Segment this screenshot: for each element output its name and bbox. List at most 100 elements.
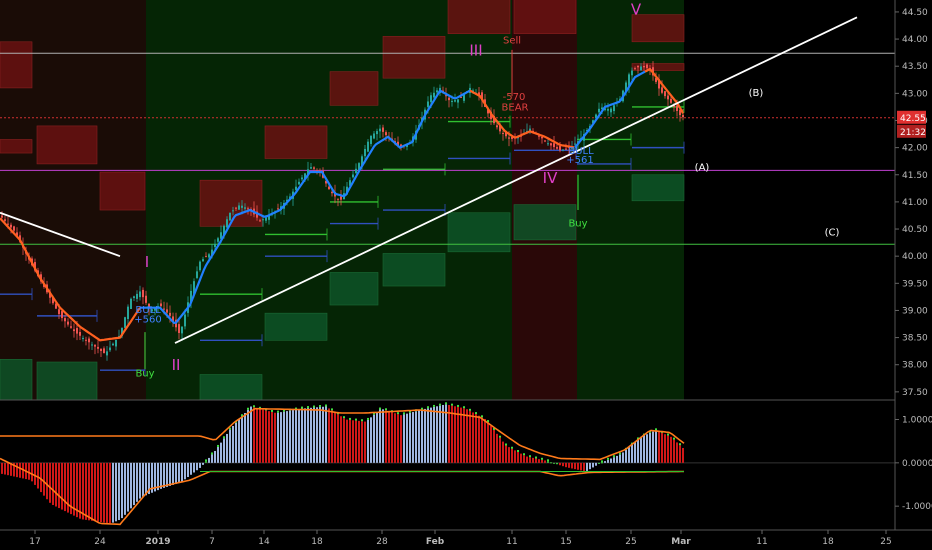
oscillator-bar xyxy=(79,462,81,519)
candle-body xyxy=(517,137,519,139)
wave-label: V xyxy=(631,1,642,19)
oscillator-bar-cap xyxy=(523,453,525,456)
oscillator-bar xyxy=(388,411,390,463)
oscillator-bar xyxy=(283,411,285,463)
candle-body xyxy=(205,256,207,258)
oscillator-bar xyxy=(439,405,441,463)
oscillator-bar xyxy=(433,406,435,463)
supply-zone xyxy=(0,139,33,154)
oscillator-bar xyxy=(532,457,534,463)
oscillator-bar xyxy=(442,404,444,463)
time-tick-label: 14 xyxy=(258,537,270,547)
time-axis[interactable]: 17 24 2019 7 14 18 28 Feb 11 15 25 Mar 11 18 25 xyxy=(29,530,892,547)
candle-body xyxy=(481,92,483,101)
candle-body xyxy=(196,271,198,278)
candle-body xyxy=(127,306,129,319)
candle-body xyxy=(478,92,480,96)
oscillator-bar xyxy=(115,462,117,522)
candle-body xyxy=(121,327,123,337)
oscillator-bar xyxy=(112,462,114,523)
oscillator-bar xyxy=(643,435,645,463)
oscillator-bar xyxy=(181,462,183,482)
candle-body xyxy=(661,87,663,93)
oscillator-bar xyxy=(355,420,357,463)
oscillator-bar xyxy=(325,406,327,463)
oscillator-bar xyxy=(166,462,168,487)
oscillator-bar xyxy=(616,455,618,463)
oscillator-bar-cap xyxy=(547,459,549,462)
oscillator-bar-cap xyxy=(541,457,543,460)
time-tick-label: 28 xyxy=(376,537,388,547)
candle-body xyxy=(331,191,333,194)
oscillator-bar xyxy=(328,408,330,463)
oscillator-bar-cap xyxy=(505,443,507,446)
oscillator-bar xyxy=(430,407,432,463)
oscillator-bar xyxy=(394,413,396,463)
oscillator-bar xyxy=(361,421,363,463)
demand-zone xyxy=(513,204,577,241)
candle-body xyxy=(97,346,99,349)
candle-body xyxy=(76,328,78,334)
oscillator-bar-cap xyxy=(475,412,477,415)
oscillator-bar xyxy=(157,462,159,491)
oscillator-bar xyxy=(505,445,507,463)
candle-body xyxy=(67,321,69,325)
candle-body xyxy=(553,143,555,148)
oscillator-bar xyxy=(514,450,516,463)
time-tick-label: 25 xyxy=(880,537,891,547)
oscillator-bar xyxy=(571,462,573,469)
oscillator-bar xyxy=(334,412,336,463)
supply-zone xyxy=(36,125,98,165)
oscillator-bar xyxy=(493,429,495,463)
candle-body xyxy=(142,289,144,298)
supply-zone xyxy=(631,63,685,71)
candle-body xyxy=(463,94,465,101)
oscillator-bar xyxy=(4,462,6,475)
candle-body xyxy=(370,135,372,144)
oscillator-bar xyxy=(613,457,615,463)
price-axis[interactable]: 44.5044.0043.5043.0042.5042.0041.5041.00… xyxy=(895,8,928,398)
oscillator-bar-cap xyxy=(607,457,609,460)
oscillator-bar xyxy=(37,462,39,489)
oscillator-bar xyxy=(265,410,267,463)
price-tick-label: 43.50 xyxy=(902,62,928,72)
oscillator-bar xyxy=(565,462,567,468)
oscillator-bar xyxy=(274,412,276,463)
oscillator-axis[interactable]: 1.0000 0.0000 -1.0000 xyxy=(895,416,932,513)
candle-body xyxy=(472,90,474,92)
oscillator-bar xyxy=(583,462,585,472)
chart-annotation: Buy xyxy=(135,369,154,380)
oscillator-bar xyxy=(298,409,300,463)
supply-zone xyxy=(382,36,446,79)
oscillator-bar xyxy=(679,445,681,463)
oscillator-bar xyxy=(301,408,303,463)
oscillator-bar xyxy=(469,410,471,463)
candle-body xyxy=(298,181,300,185)
oscillator-bar xyxy=(436,406,438,463)
oscillator-bar xyxy=(247,409,249,463)
oscillator-bar xyxy=(172,462,174,485)
candle-body xyxy=(307,169,309,175)
oscillator-bar-cap xyxy=(481,415,483,418)
price-panel[interactable]: IIIIIIIVV(B)(A)(C)BuyBuySell-570BEARBULL… xyxy=(0,0,895,401)
oscillator-bar xyxy=(151,462,153,493)
candle-body xyxy=(664,91,666,97)
price-tick-label: 40.00 xyxy=(902,252,928,262)
oscillator-bar-cap xyxy=(529,455,531,458)
oscillator-bar xyxy=(487,422,489,463)
oscillator-bar xyxy=(382,409,384,463)
oscillator-panel[interactable] xyxy=(0,402,895,526)
oscillator-bar-cap xyxy=(385,408,387,411)
candle-body xyxy=(106,351,108,356)
oscillator-bar-cap xyxy=(259,406,261,409)
oscillator-bar xyxy=(406,413,408,463)
candle-body xyxy=(310,167,312,169)
supply-zone xyxy=(447,0,511,34)
candle-body xyxy=(85,339,87,341)
oscillator-bar xyxy=(601,462,603,464)
candle-body xyxy=(247,208,249,210)
oscillator-bar xyxy=(412,412,414,463)
candle-body xyxy=(385,132,387,136)
oscillator-bar-cap xyxy=(409,410,411,413)
